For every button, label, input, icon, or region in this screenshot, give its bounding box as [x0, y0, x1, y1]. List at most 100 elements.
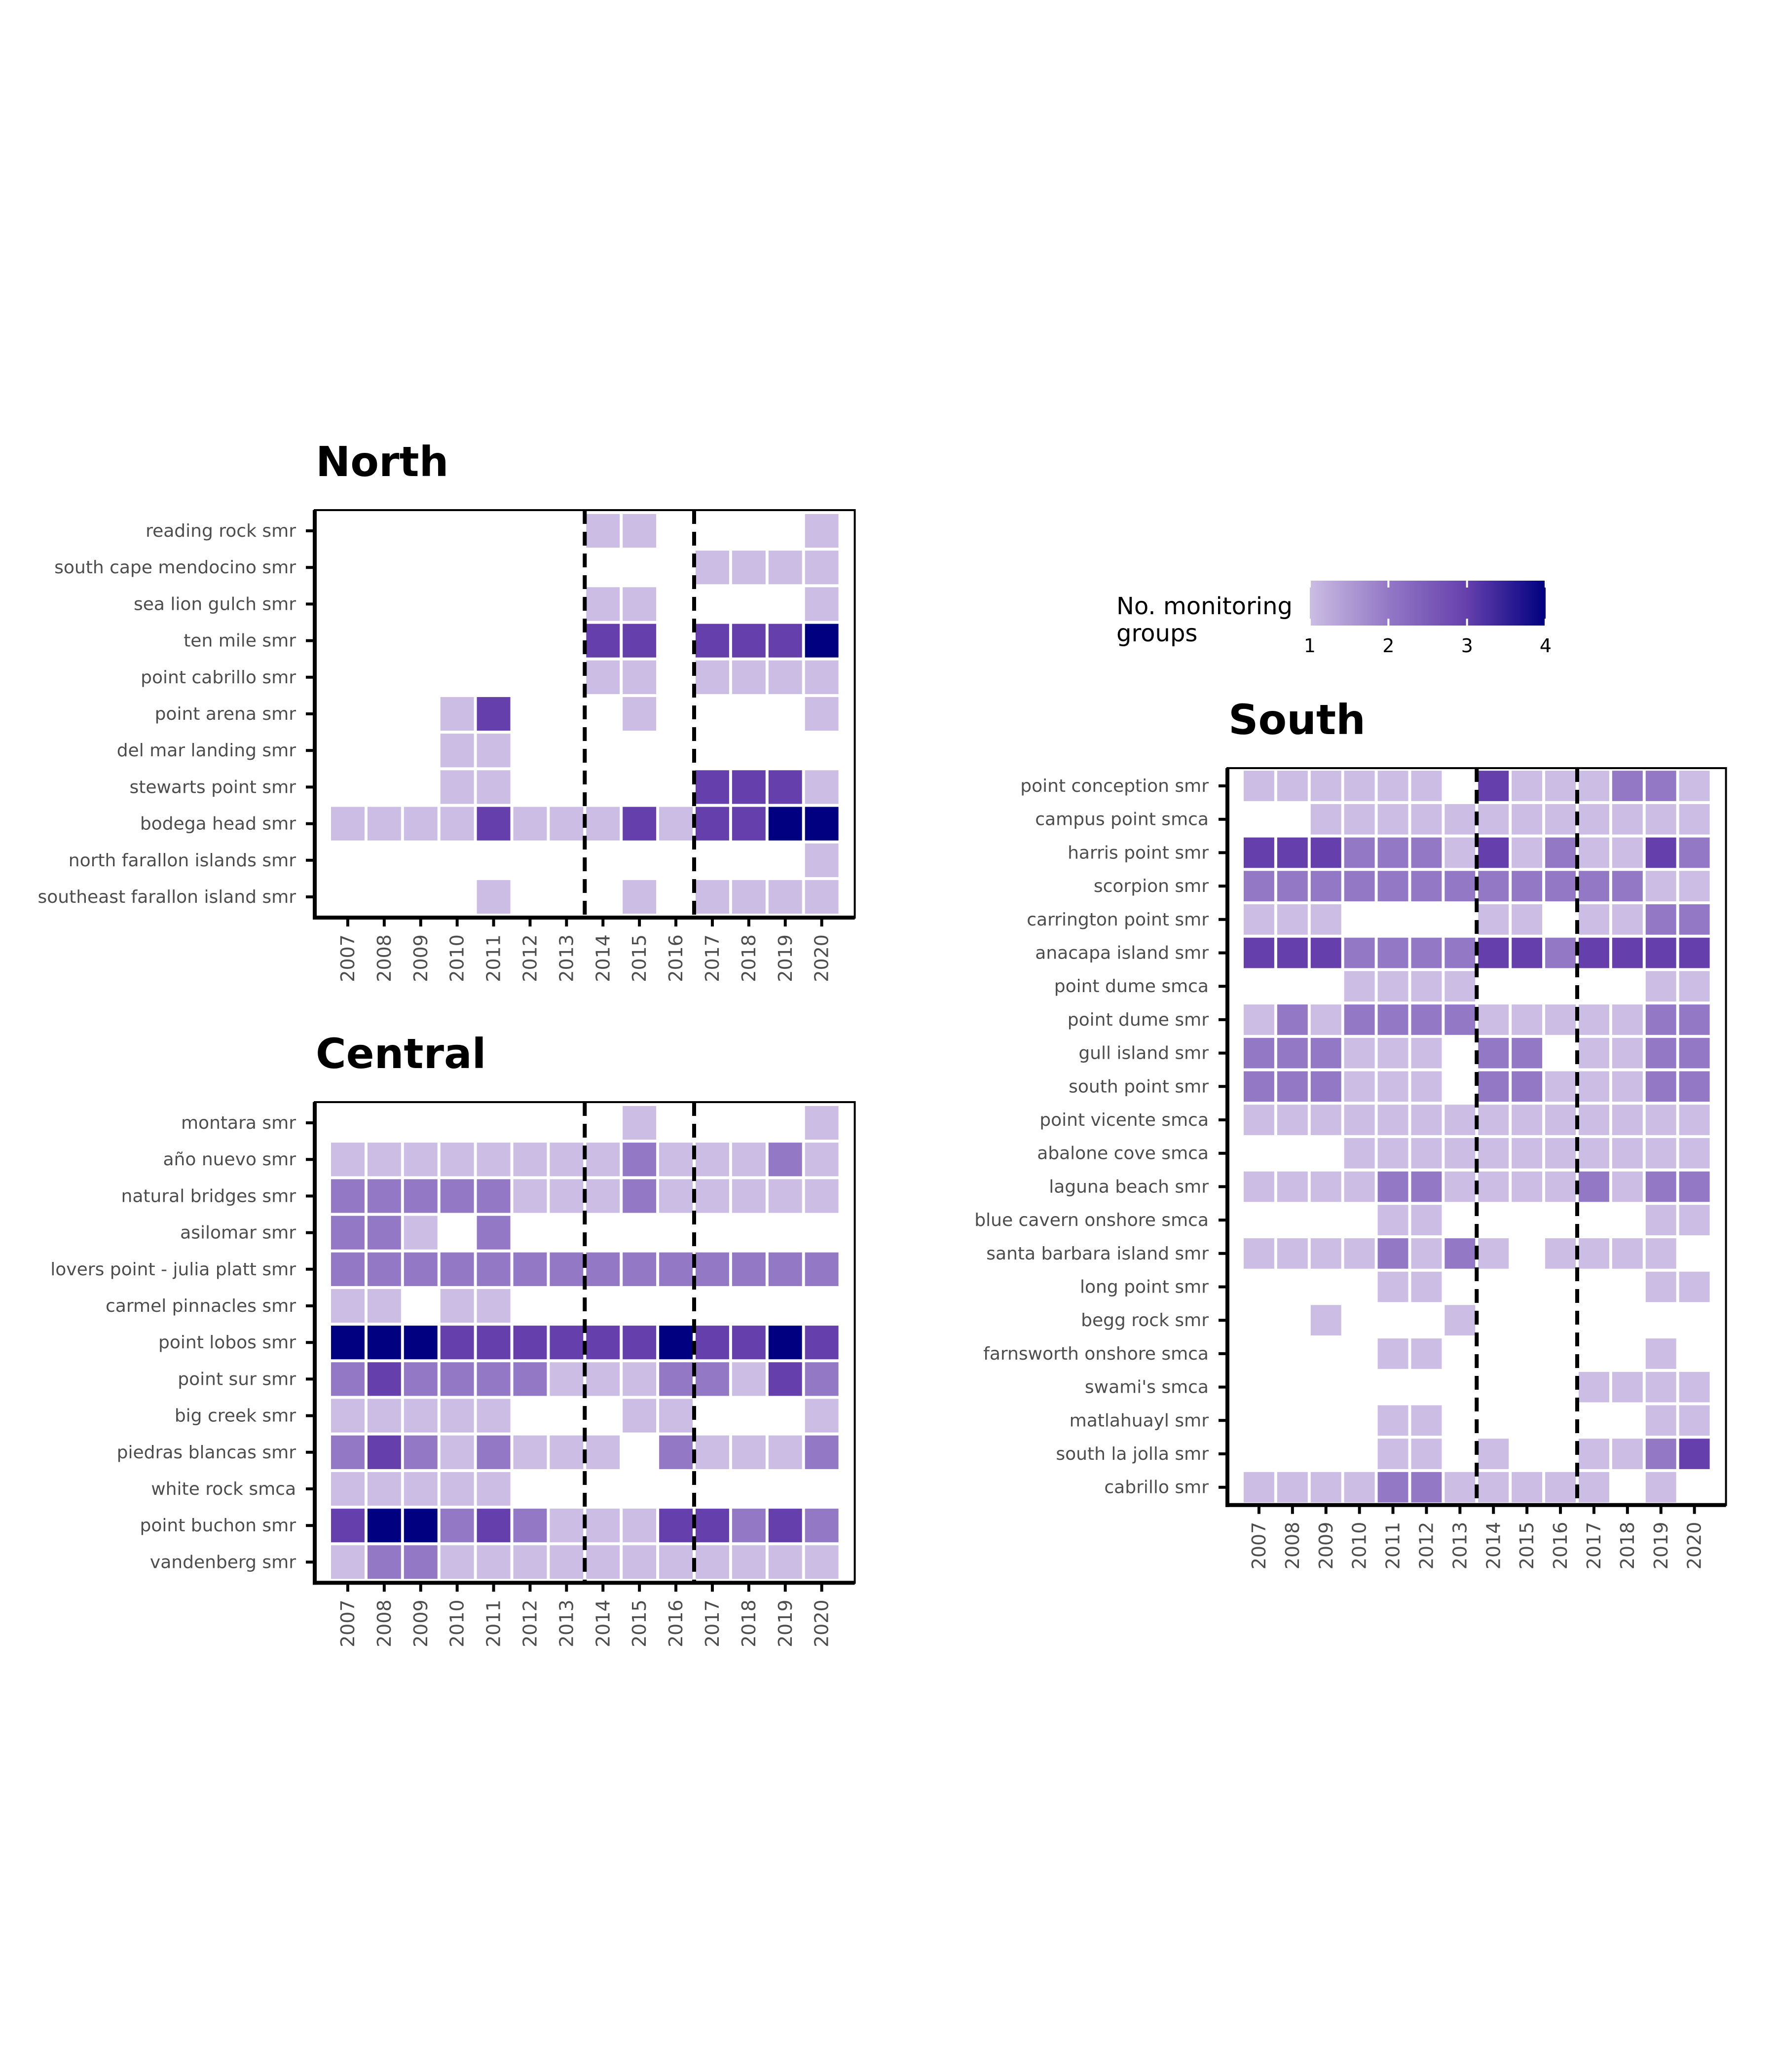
heatmap-cell: [550, 1252, 584, 1286]
heatmap-cell: [805, 880, 839, 914]
x-tick-label: 2018: [738, 1599, 760, 1647]
heatmap-cell: [404, 1216, 438, 1250]
heatmap-cell: [805, 1143, 839, 1177]
row-label: ten mile smr: [184, 631, 296, 651]
heatmap-cell: [1478, 1004, 1509, 1035]
heatmap-cell: [367, 1216, 401, 1250]
row-label: point conception smr: [1020, 776, 1209, 796]
x-tick-label: 2017: [702, 934, 723, 982]
x-tick-label: 2013: [1449, 1522, 1471, 1570]
heatmap-cell: [623, 587, 657, 621]
heatmap-cell: [477, 880, 511, 914]
x-tick-label: 2009: [410, 934, 432, 982]
heatmap-cell: [1344, 937, 1375, 968]
heatmap-cell: [1645, 871, 1676, 901]
heatmap-cell: [1579, 1472, 1609, 1503]
heatmap-cell: [1377, 771, 1408, 801]
heatmap-cell: [1645, 1439, 1676, 1469]
heatmap-cell: [513, 807, 547, 841]
row-label: reading rock smr: [146, 521, 296, 541]
heatmap-cell: [623, 514, 657, 548]
heatmap-cell: [623, 1326, 657, 1360]
heatmap-cell: [623, 660, 657, 694]
heatmap-cell: [1411, 971, 1442, 1002]
heatmap-cell: [1579, 1371, 1609, 1403]
heatmap-cell: [331, 1472, 365, 1506]
x-tick-label: 2017: [1583, 1522, 1605, 1570]
heatmap-cell: [1679, 804, 1710, 835]
heatmap-cell: [1579, 837, 1609, 868]
heatmap-cell: [1344, 1071, 1375, 1102]
heatmap-cell: [331, 1435, 365, 1469]
heatmap-cell: [732, 1545, 766, 1579]
row-label: carrington point smr: [1027, 910, 1209, 930]
heatmap-cell: [1411, 1105, 1442, 1135]
heatmap-cell: [1377, 1105, 1408, 1135]
heatmap-cell: [1478, 937, 1509, 968]
heatmap-cell: [550, 1179, 584, 1213]
row-label: vandenberg smr: [150, 1552, 296, 1572]
heatmap-cell: [768, 1509, 802, 1543]
heatmap-cell: [1612, 1171, 1643, 1202]
heatmap-cell: [440, 1435, 474, 1469]
heatmap-cell: [1545, 1071, 1576, 1102]
heatmap-cell: [1512, 1004, 1543, 1035]
x-tick-label: 2016: [665, 1599, 687, 1647]
heatmap-cell: [696, 1179, 729, 1213]
heatmap-cell: [732, 880, 766, 914]
heatmap-cell: [1344, 871, 1375, 901]
heatmap-cell: [1645, 771, 1676, 801]
row-label: año nuevo smr: [163, 1149, 296, 1170]
heatmap-cell: [623, 1106, 657, 1140]
heatmap-cell: [440, 1545, 474, 1579]
heatmap-cell: [586, 1509, 620, 1543]
heatmap-cell: [696, 624, 729, 658]
heatmap-cell: [513, 1362, 547, 1396]
heatmap-cell: [696, 660, 729, 694]
heatmap-cell: [1277, 1004, 1308, 1035]
heatmap-cell: [1679, 871, 1710, 901]
heatmap-cell: [1244, 937, 1274, 968]
heatmap-cell: [805, 1509, 839, 1543]
heatmap-cell: [805, 1179, 839, 1213]
heatmap-cell: [1545, 1105, 1576, 1135]
heatmap-cell: [1411, 1439, 1442, 1469]
heatmap-cell: [1344, 837, 1375, 868]
x-tick-label: 2015: [629, 1599, 650, 1647]
heatmap-cell: [404, 1179, 438, 1213]
heatmap-cell: [696, 1509, 729, 1543]
x-tick-label: 2007: [337, 934, 359, 982]
heatmap-cell: [659, 1362, 693, 1396]
heatmap-cell: [696, 1362, 729, 1396]
heatmap-cell: [1377, 1071, 1408, 1102]
heatmap-cell: [805, 551, 839, 585]
heatmap-cell: [768, 807, 802, 841]
heatmap-cell: [1645, 1205, 1676, 1235]
heatmap-cell: [623, 880, 657, 914]
heatmap-cell: [623, 1143, 657, 1177]
heatmap-cell: [586, 1435, 620, 1469]
heatmap-cell: [550, 1326, 584, 1360]
heatmap-cell: [732, 1179, 766, 1213]
heatmap-cell: [1512, 837, 1543, 868]
heatmap-cell: [1411, 1338, 1442, 1369]
x-tick-label: 2013: [555, 934, 577, 982]
heatmap-cell: [477, 734, 511, 768]
heatmap-cell: [331, 1289, 365, 1323]
row-label: montara smr: [181, 1113, 296, 1133]
heatmap-cell: [440, 770, 474, 804]
x-tick-label: 2009: [1315, 1522, 1337, 1570]
row-label: bodega head smr: [140, 814, 296, 834]
heatmap-cell: [1612, 771, 1643, 801]
heatmap-cell: [477, 697, 511, 731]
heatmap-cell: [805, 807, 839, 841]
heatmap-cell: [732, 660, 766, 694]
heatmap-cell: [367, 1545, 401, 1579]
heatmap-cell: [1478, 1138, 1509, 1169]
heatmap-cell: [1679, 1405, 1710, 1436]
heatmap-cell: [1645, 1271, 1676, 1302]
heatmap-cell: [1545, 1138, 1576, 1169]
heatmap-cell: [696, 1545, 729, 1579]
heatmap-cell: [1344, 1472, 1375, 1503]
